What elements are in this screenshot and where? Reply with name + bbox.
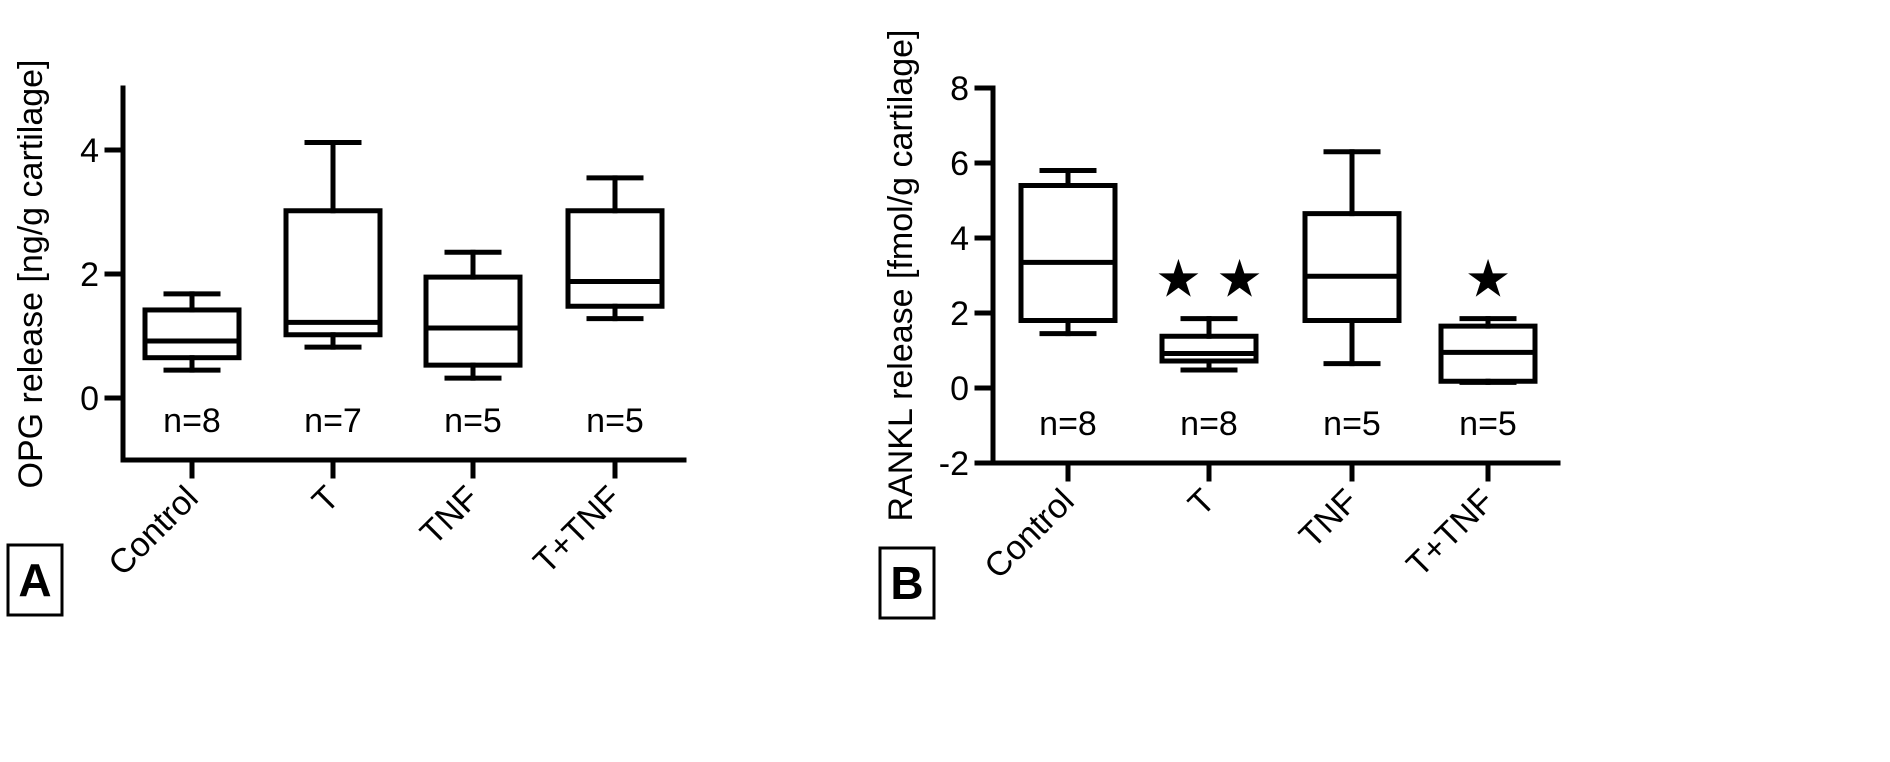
box-iqr	[1018, 183, 1118, 323]
n-label: n=8	[163, 402, 221, 440]
box-iqr	[565, 208, 665, 309]
panel-a: 0 2 4 OPG release [ng/g cartilage] n=8 Contro…	[6, 59, 687, 617]
n-label: n=5	[444, 402, 502, 440]
panel-letter-box	[6, 543, 64, 617]
y-tick-label: 2	[80, 256, 99, 294]
panel-letter-box	[878, 546, 936, 620]
panel-letter: B	[890, 557, 923, 609]
n-label: n=7	[304, 402, 362, 440]
box-control	[142, 291, 242, 373]
category-label: T+TNF	[526, 479, 628, 581]
y-tick-label: -2	[939, 445, 969, 483]
significance-stars: ★ ★	[1155, 251, 1263, 309]
category-label: T	[305, 479, 347, 521]
box-iqr	[142, 307, 242, 361]
y-axis-title: RANKL release [fmol/g cartilage]	[882, 30, 920, 522]
n-label: n=5	[1459, 405, 1517, 443]
box-tnf	[423, 249, 523, 381]
box-iqr	[1302, 211, 1402, 323]
y-tick-label: 2	[950, 295, 969, 333]
category-label: TNF	[413, 479, 487, 553]
box-iqr	[423, 274, 523, 368]
y-tick-label: 6	[950, 145, 969, 183]
y-tick-label: 0	[950, 370, 969, 408]
box-t	[283, 140, 383, 350]
n-label: n=5	[586, 402, 644, 440]
category-label: Control	[101, 479, 205, 583]
panel-b: -2 0 2 4 6 8 RANKL release [fmol/g cartilage] n…	[878, 30, 1561, 620]
category-label: T	[1181, 482, 1223, 524]
y-axis-title: OPG release [ng/g cartilage]	[12, 59, 50, 488]
category-label: T+TNF	[1399, 482, 1501, 584]
box-control	[1018, 168, 1118, 337]
significance-stars: ★	[1465, 251, 1512, 309]
n-label: n=8	[1039, 405, 1097, 443]
y-tick-label: 0	[80, 380, 99, 418]
box-t	[1159, 316, 1259, 373]
n-label: n=8	[1180, 405, 1238, 443]
panel-letter: A	[18, 554, 51, 606]
y-tick-label: 8	[950, 70, 969, 108]
category-label: Control	[977, 482, 1081, 586]
box-tnf	[1302, 149, 1402, 367]
box-iqr	[1159, 333, 1259, 364]
y-tick-label: 4	[80, 132, 99, 170]
n-label: n=5	[1323, 405, 1381, 443]
box-iqr	[283, 208, 383, 338]
category-label: TNF	[1292, 482, 1366, 556]
box-t-tnf	[565, 175, 665, 322]
box-t-tnf	[1438, 316, 1538, 385]
y-tick-label: 4	[950, 220, 969, 258]
